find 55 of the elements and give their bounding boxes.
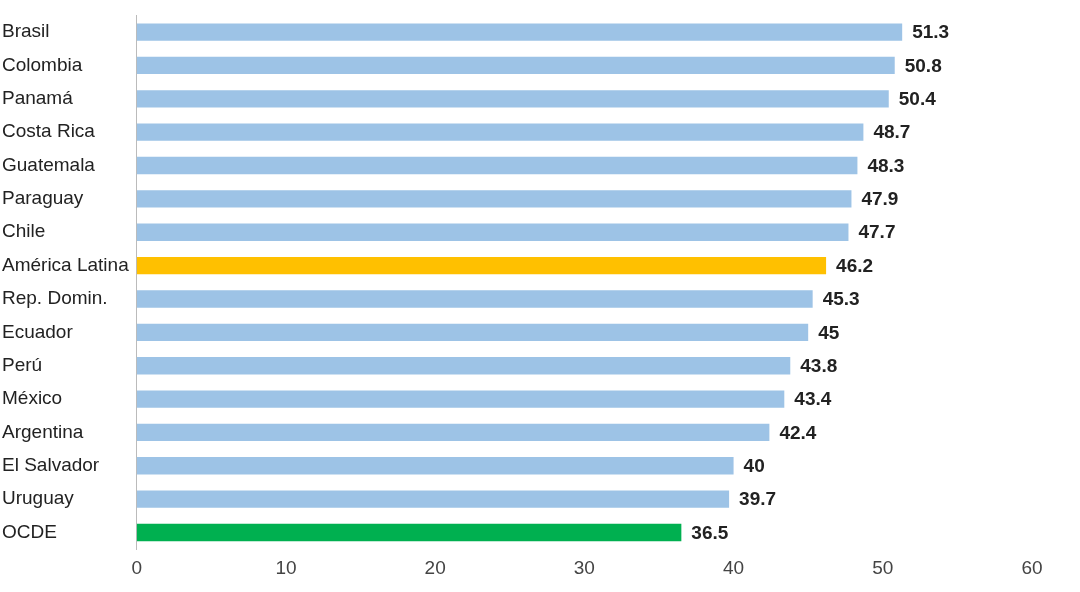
x-tick-label: 0 (131, 556, 143, 578)
x-tick-label: 10 (275, 556, 297, 578)
y-tick-label: México (2, 387, 63, 409)
data-label: 51.3 (912, 21, 950, 43)
bar (136, 190, 852, 208)
data-label: 50.4 (898, 88, 937, 110)
y-tick-label: El Salvador (2, 454, 100, 476)
data-label: 43.8 (800, 354, 838, 376)
x-tick-label: 20 (424, 556, 446, 578)
x-tick-label: 30 (573, 556, 595, 578)
data-label: 36.5 (691, 521, 729, 543)
bar (136, 323, 809, 342)
data-label: 39.7 (739, 488, 777, 510)
data-label: 42.4 (779, 421, 817, 443)
y-tick-label: Uruguay (2, 487, 75, 509)
data-label: 46.2 (836, 254, 874, 276)
y-tick-label: OCDE (2, 520, 57, 542)
bar (136, 490, 730, 508)
data-label: 43.4 (794, 388, 832, 410)
y-tick-label: América Latina (2, 253, 130, 275)
data-label: 48.3 (867, 154, 905, 176)
data-label: 48.7 (873, 121, 911, 143)
y-tick-label: Brasil (2, 20, 50, 42)
bar (136, 290, 813, 308)
y-tick-label: Ecuador (2, 320, 74, 342)
x-tick-label: 60 (1021, 556, 1043, 578)
bar (136, 90, 889, 108)
data-label: 45 (818, 321, 840, 343)
x-tick-label: 50 (872, 556, 894, 578)
bar (136, 123, 864, 141)
data-label: 47.7 (858, 221, 896, 243)
bar (136, 390, 785, 408)
bar (136, 357, 791, 375)
bar (136, 223, 849, 241)
data-label: 50.8 (904, 54, 942, 76)
y-tick-label: Panamá (2, 87, 74, 109)
bar (136, 523, 682, 542)
y-tick-label: Rep. Domin. (2, 287, 108, 309)
y-tick-label: Paraguay (2, 187, 84, 209)
y-tick-label: Perú (2, 353, 43, 375)
y-tick-label: Colombia (2, 53, 83, 75)
data-label: 40 (743, 455, 765, 477)
bar (136, 156, 858, 175)
bar (136, 423, 770, 442)
data-label: 47.9 (861, 188, 899, 210)
bar (136, 56, 895, 75)
y-tick-label: Argentina (2, 420, 84, 442)
bar (136, 256, 827, 275)
y-tick-label: Guatemala (2, 153, 96, 175)
bar (136, 457, 734, 475)
bar (136, 23, 903, 41)
data-label: 45.3 (822, 288, 860, 310)
x-tick-label: 40 (723, 556, 745, 578)
y-tick-label: Chile (2, 220, 46, 242)
y-tick-label: Costa Rica (2, 120, 96, 142)
